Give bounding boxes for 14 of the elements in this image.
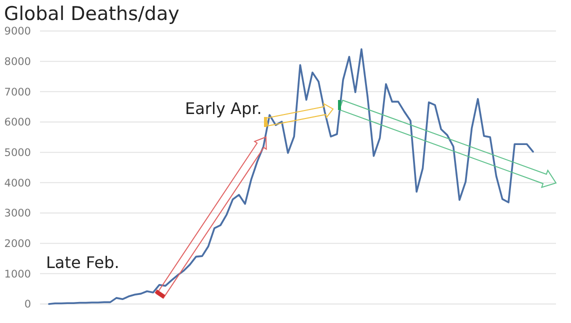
annotation: Early Apr. [185, 99, 262, 118]
chart-title: Global Deaths/day [4, 3, 180, 25]
y-tick-label: 9000 [4, 26, 31, 38]
y-tick-label: 8000 [4, 56, 31, 68]
annotation: Late Feb. [46, 253, 120, 272]
y-tick-label: 7000 [4, 86, 31, 98]
line-series [48, 48, 534, 305]
y-tick-label: 6000 [4, 116, 31, 129]
y-tick-label: 2000 [4, 238, 31, 250]
y-tick-label: 3000 [4, 208, 31, 220]
y-tick-label: 5000 [4, 147, 31, 160]
y-tick-label: 1000 [4, 268, 31, 280]
y-tick-label: 4000 [4, 177, 31, 190]
y-tick-label: 0 [24, 298, 31, 311]
